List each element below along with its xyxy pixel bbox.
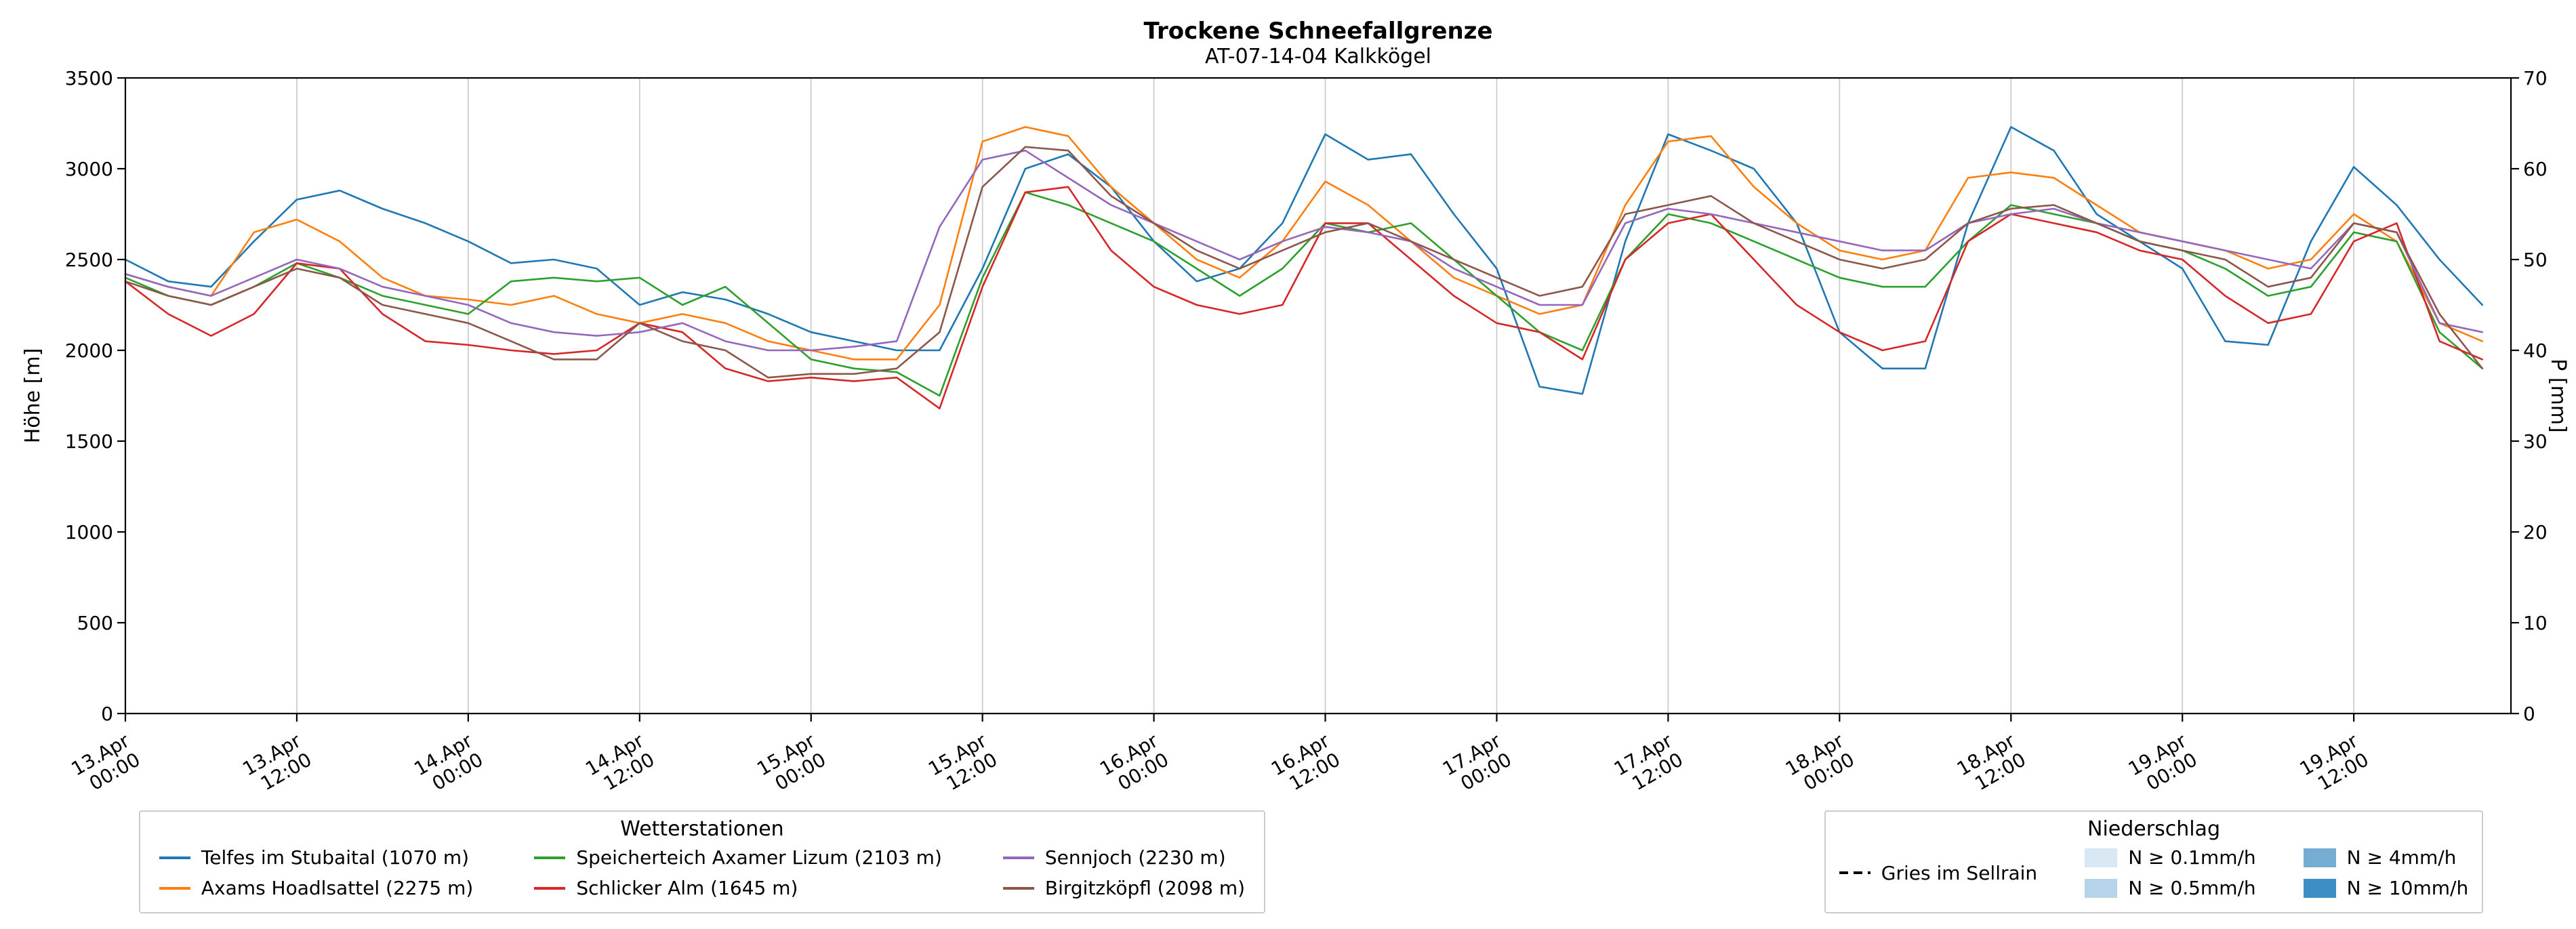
y-tick-label-right: 0 bbox=[2523, 703, 2535, 725]
legend-label: Gries im Sellrain bbox=[1881, 861, 2038, 884]
legend-precip-row: Gries im Sellrain N ≥ 0.1mm/h N ≥ 0.5mm/… bbox=[1839, 846, 2468, 899]
legend-item-birgitzkoepfl: Birgitzköpfl (2098 m) bbox=[1002, 877, 1246, 899]
plot-border bbox=[124, 77, 2512, 715]
precip-swatch-05 bbox=[2085, 878, 2118, 898]
x-tick-label: 19.Apr00:00 bbox=[2125, 729, 2201, 799]
y-tick-label-left: 2000 bbox=[65, 339, 113, 362]
y-tick-label-left: 3500 bbox=[65, 67, 113, 89]
x-tick-label: 17.Apr12:00 bbox=[1610, 729, 1687, 799]
y-tick-label-right: 10 bbox=[2523, 612, 2548, 634]
line-swatch-speicherteich bbox=[534, 856, 566, 859]
legend-item-gries: Gries im Sellrain bbox=[1839, 862, 2037, 884]
line-swatch-sennjoch bbox=[1002, 856, 1034, 859]
legend-label: Telfes im Stubaital (1070 m) bbox=[201, 846, 470, 869]
dashed-line-swatch bbox=[1839, 871, 1870, 874]
legend-item-precip-10: N ≥ 10mm/h bbox=[2303, 877, 2469, 899]
legend-item-schlicker: Schlicker Alm (1645 m) bbox=[534, 877, 942, 899]
legend-item-sennjoch: Sennjoch (2230 m) bbox=[1002, 846, 1245, 869]
legend-precip-title: Niederschlag bbox=[2087, 817, 2220, 841]
x-tick-label: 18.Apr12:00 bbox=[1953, 729, 2030, 799]
y-tick-label-right: 50 bbox=[2523, 249, 2548, 271]
y-axis-label-right: P [mm] bbox=[2546, 358, 2570, 432]
line-swatch-axams bbox=[159, 886, 190, 890]
y-tick-label-left: 1500 bbox=[65, 430, 113, 453]
y-tick-label-right: 30 bbox=[2523, 430, 2548, 453]
x-tick-label: 15.Apr12:00 bbox=[924, 729, 1001, 799]
chart-canvas: 13.Apr00:00 13.Apr12:00 14.Apr00:00 14.Apr1… bbox=[21, 67, 2570, 799]
y-tick-label-left: 500 bbox=[77, 612, 113, 634]
legend-label: N ≥ 10mm/h bbox=[2346, 877, 2469, 899]
legend-label: Speicherteich Axamer Lizum (2103 m) bbox=[576, 846, 942, 869]
x-tick-label: 16.Apr00:00 bbox=[1096, 729, 1172, 799]
legend-stations-title: Wetterstationen bbox=[620, 817, 784, 841]
y-tick-label-left: 3000 bbox=[65, 158, 113, 180]
precip-swatch-01 bbox=[2085, 848, 2118, 867]
legend-precip-grid: N ≥ 0.1mm/h N ≥ 0.5mm/h N ≥ 4mm/h N ≥ 10… bbox=[2085, 846, 2468, 899]
x-tick-label: 15.Apr00:00 bbox=[753, 729, 830, 799]
line-swatch-birgitzkoepfl bbox=[1002, 886, 1034, 890]
y-tick-label-right: 60 bbox=[2523, 158, 2548, 180]
precip-swatch-4 bbox=[2303, 848, 2336, 867]
series-line bbox=[124, 191, 2484, 397]
legend-label: Axams Hoadlsattel (2275 m) bbox=[201, 877, 474, 899]
legend-label: Schlicker Alm (1645 m) bbox=[576, 877, 798, 899]
chart-subtitle: AT-07-14-04 Kalkkögel bbox=[1204, 45, 1432, 68]
series-line bbox=[124, 126, 2484, 395]
legend-stations-grid: Telfes im Stubaital (1070 m) Axams Hoadl… bbox=[157, 846, 1248, 899]
y-tick-label-left: 2500 bbox=[65, 249, 113, 271]
legend-label: N ≥ 4mm/h bbox=[2346, 846, 2457, 869]
y-tick-label-right: 70 bbox=[2523, 67, 2548, 89]
legend-wetterstationen: Wetterstationen Telfes im Stubaital (107… bbox=[139, 810, 1265, 913]
legend-item-precip-05: N ≥ 0.5mm/h bbox=[2085, 877, 2256, 899]
x-tick-label: 14.Apr00:00 bbox=[410, 729, 487, 799]
y-tick-label-right: 40 bbox=[2523, 339, 2548, 362]
x-tick-label: 14.Apr12:00 bbox=[581, 729, 658, 799]
legend-item-precip-4: N ≥ 4mm/h bbox=[2303, 846, 2469, 869]
x-tick-label: 17.Apr00:00 bbox=[1439, 729, 1515, 799]
legend-item-telfes: Telfes im Stubaital (1070 m) bbox=[159, 846, 473, 869]
series-line bbox=[124, 126, 2484, 360]
legend-label: N ≥ 0.5mm/h bbox=[2128, 877, 2256, 899]
series-line bbox=[124, 186, 2484, 410]
x-tick-label: 13.Apr12:00 bbox=[239, 729, 315, 799]
x-tick-label: 16.Apr12:00 bbox=[1267, 729, 1344, 799]
line-swatch-telfes bbox=[159, 856, 190, 859]
legend-label: N ≥ 0.1mm/h bbox=[2128, 846, 2256, 869]
y-tick-label-left: 1000 bbox=[65, 521, 113, 543]
x-tick-label: 13.Apr00:00 bbox=[67, 729, 144, 799]
legend-label: Birgitzköpfl (2098 m) bbox=[1044, 877, 1246, 899]
legend-item-speicherteich: Speicherteich Axamer Lizum (2103 m) bbox=[534, 846, 942, 869]
series-line bbox=[124, 146, 2484, 379]
legend-item-axams: Axams Hoadlsattel (2275 m) bbox=[159, 877, 473, 899]
line-swatch-schlicker bbox=[534, 886, 566, 890]
x-tick-label: 18.Apr00:00 bbox=[1782, 729, 1858, 799]
legend-label: Sennjoch (2230 m) bbox=[1044, 846, 1226, 869]
x-tick-label: 19.Apr12:00 bbox=[2296, 729, 2373, 799]
chart-title: Trockene Schneefallgrenze bbox=[1143, 18, 1493, 45]
legend-item-precip-01: N ≥ 0.1mm/h bbox=[2085, 846, 2256, 869]
y-axis-label-left: Höhe [m] bbox=[21, 348, 45, 444]
y-tick-label-left: 0 bbox=[101, 703, 113, 725]
legend-niederschlag: Niederschlag Gries im Sellrain N ≥ 0.1mm… bbox=[1824, 810, 2483, 913]
y-tick-label-right: 20 bbox=[2523, 521, 2548, 543]
precip-swatch-10 bbox=[2303, 878, 2336, 898]
